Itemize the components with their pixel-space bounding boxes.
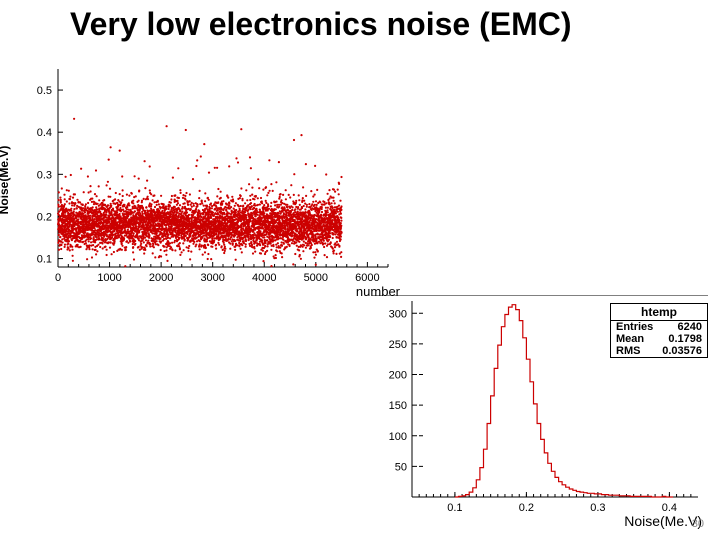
svg-text:5000: 5000 — [304, 272, 328, 284]
svg-text:0.5: 0.5 — [37, 85, 52, 97]
stats-row: Entries6240 — [611, 321, 707, 333]
stats-title: htemp — [611, 304, 707, 321]
stats-row: RMS0.03576 — [611, 345, 707, 357]
svg-text:1000: 1000 — [97, 272, 121, 284]
scatter-chart: Noise(Me.V) 01000200030004000500060000.1… — [10, 65, 400, 295]
svg-text:6000: 6000 — [355, 272, 379, 284]
scatter-svg: 0 1000 2000 3000 4000 5000 6000 0.1 0.2 0.3 0.4 0.5 — [10, 65, 400, 295]
scatter-ylabel: Noise(Me.V) — [0, 146, 11, 215]
svg-text:4000: 4000 — [252, 272, 276, 284]
svg-text:0.4: 0.4 — [37, 127, 52, 139]
svg-text:0.1: 0.1 — [37, 254, 52, 266]
histogram-chart: 0.10.20.30.450100150200250300 Noise(Me.V… — [370, 295, 710, 525]
page-number: 30 — [692, 518, 704, 530]
svg-text:3000: 3000 — [200, 272, 224, 284]
svg-text:2000: 2000 — [149, 272, 173, 284]
svg-text:0.3: 0.3 — [37, 169, 52, 181]
svg-text:0: 0 — [55, 272, 61, 284]
stats-row: Mean0.1798 — [611, 333, 707, 345]
stats-box: htemp Entries6240Mean0.1798RMS0.03576 — [610, 303, 708, 358]
histogram-xlabel: Noise(Me.V) — [624, 513, 702, 529]
page-title: Very low electronics noise (EMC) — [70, 6, 700, 43]
slide: Very low electronics noise (EMC) Noise(M… — [0, 0, 720, 540]
svg-text:0.2: 0.2 — [37, 211, 52, 223]
stats-rows: Entries6240Mean0.1798RMS0.03576 — [611, 321, 707, 357]
